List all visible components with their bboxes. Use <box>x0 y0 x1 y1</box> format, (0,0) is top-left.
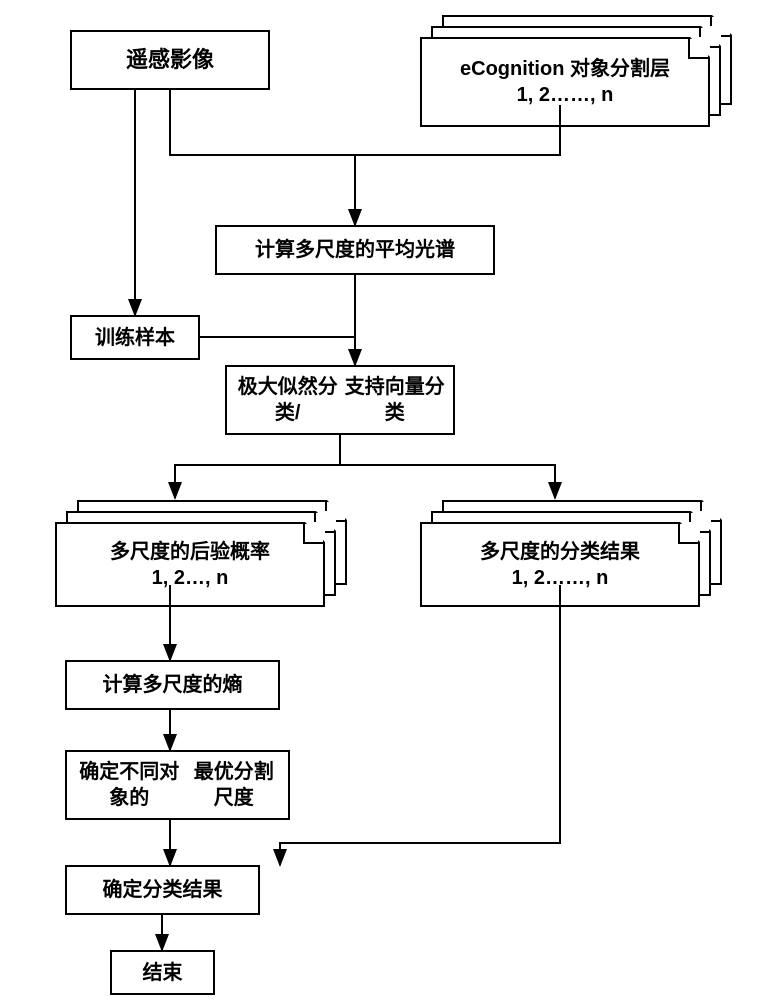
connector-line <box>280 585 560 865</box>
flow-box: 训练样本 <box>70 315 200 360</box>
stacked-page-content: 多尺度的后验概率1, 2…, n <box>57 524 323 605</box>
stacked-page-content: 多尺度的分类结果1, 2……, n <box>422 524 698 605</box>
flow-box: 确定分类结果 <box>65 865 260 915</box>
stacked-page: 多尺度的分类结果1, 2……, n <box>420 522 700 607</box>
flow-box: 计算多尺度的熵 <box>65 660 280 710</box>
flowchart-canvas: 遥感影像 eCognition 对象分割层1, 2……, n 计算多尺度的平均光谱训… <box>0 0 767 1000</box>
flow-box: 遥感影像 <box>70 30 270 90</box>
flow-box: 极大似然分类/支持向量分类 <box>225 365 455 435</box>
stacked-page: 多尺度的后验概率1, 2…, n <box>55 522 325 607</box>
stacked-page: eCognition 对象分割层1, 2……, n <box>420 37 710 127</box>
stacked-page-content: eCognition 对象分割层1, 2……, n <box>422 39 708 125</box>
flow-box: 确定不同对象的最优分割尺度 <box>65 750 290 820</box>
connector-line <box>170 90 355 225</box>
connector-line <box>340 465 555 498</box>
connector-line <box>175 435 340 498</box>
flow-box: 计算多尺度的平均光谱 <box>215 225 495 275</box>
flow-box: 结束 <box>110 950 215 995</box>
